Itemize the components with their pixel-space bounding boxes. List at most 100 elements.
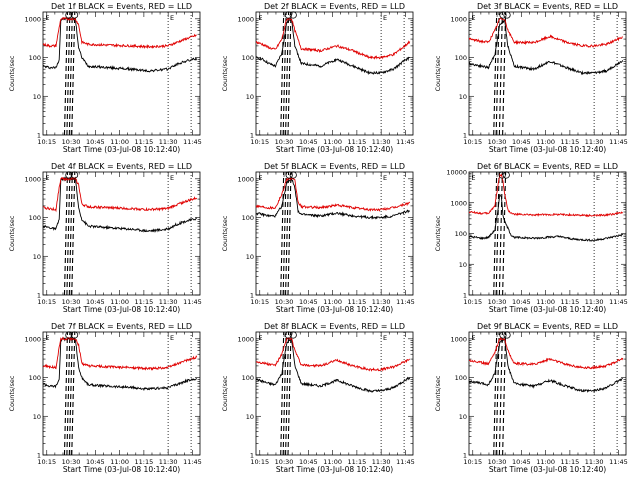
- x-tick-label: 11:15: [135, 458, 154, 466]
- chart-title: Det 3f BLACK = Events, RED = LLD: [477, 2, 618, 11]
- series-lld-line: [43, 16, 197, 50]
- x-tick-label: 10:30: [275, 138, 294, 146]
- series-events-line: [469, 193, 624, 242]
- chart-title: Det 8f BLACK = Events, RED = LLD: [264, 322, 405, 331]
- y-tick-label: 100: [455, 374, 467, 382]
- y-tick-label: 1000: [450, 199, 467, 207]
- dashed-flare-line: [495, 332, 500, 455]
- x-tick-label: 11:30: [585, 298, 604, 306]
- y-tick-label: 10: [33, 253, 41, 261]
- dashed-flare-line: [285, 332, 290, 455]
- y-tick-label: 1: [37, 292, 41, 300]
- dashed-flare-line: [285, 12, 290, 135]
- marker-letter: E: [471, 174, 475, 182]
- y-tick-label: 10000: [446, 169, 467, 177]
- flare-circle-marker: [284, 331, 292, 339]
- dashed-flare-line: [502, 172, 507, 295]
- detector-panel-4: 1 10 100 1000 10:15 10:30 10:45 11:00 11:15 11:30…: [0, 160, 213, 320]
- y-tick-label: 1: [463, 452, 467, 460]
- flare-circle-marker: [498, 171, 506, 179]
- y-tick-label: 1000: [450, 335, 467, 343]
- marker-letter: E: [471, 14, 475, 22]
- dashed-flare-line: [285, 172, 290, 295]
- marker-letter: E: [383, 14, 387, 22]
- y-axis-label: Counts/sec: [8, 55, 16, 91]
- plot-frame: [255, 171, 414, 296]
- chart-title: Det 2f BLACK = Events, RED = LLD: [264, 2, 405, 11]
- y-tick-label: 10: [33, 93, 41, 101]
- chart-title: Det 5f BLACK = Events, RED = LLD: [264, 162, 405, 171]
- detector-panel-7: 1 10 100 1000 10:15 10:30 10:45 11:00 11:15 11:30…: [0, 320, 213, 480]
- series-lld-line: [43, 176, 198, 213]
- y-axis-label: Counts/sec: [221, 55, 229, 91]
- y-tick-label: 1000: [24, 15, 41, 23]
- flare-circle-marker: [65, 171, 73, 179]
- flare-circle-marker: [289, 11, 297, 19]
- y-axis-label: Counts/sec: [434, 55, 442, 91]
- dashed-flare-line: [493, 332, 498, 455]
- y-tick-label: 100: [29, 374, 41, 382]
- x-axis-label: Start Time (03-Jul-08 10:12:40): [276, 465, 393, 474]
- chart-svg-4: 1 10 100 1000 10:15 10:30 10:45 11:00 11:15 11:30…: [8, 162, 202, 314]
- detector-panel-8: 1 10 100 1000 10:15 10:30 10:45 11:00 11:15 11:30…: [213, 320, 426, 480]
- series-lld-line: [43, 336, 198, 371]
- x-tick-label: 10:15: [37, 298, 56, 306]
- x-axis-label: Start Time (03-Jul-08 10:12:40): [489, 305, 606, 314]
- x-tick-label: 10:30: [275, 458, 294, 466]
- x-tick-label: 11:30: [159, 138, 178, 146]
- marker-letter: E: [258, 174, 262, 182]
- x-tick-label: 10:45: [512, 298, 531, 306]
- x-tick-label: 11:30: [159, 458, 178, 466]
- flare-circle-marker: [65, 11, 73, 19]
- series-events-line: [469, 19, 624, 76]
- x-tick-label: 11:45: [183, 458, 202, 466]
- x-tick-label: 10:45: [86, 138, 105, 146]
- plot-frame: [255, 11, 414, 136]
- x-tick-label: 11:45: [609, 298, 628, 306]
- marker-letter: E: [258, 14, 262, 22]
- x-tick-label: 11:45: [396, 298, 415, 306]
- y-tick-label: 1: [250, 452, 254, 460]
- y-tick-label: 1: [463, 292, 467, 300]
- dashed-flare-line: [68, 12, 73, 135]
- x-axis-label: Start Time (03-Jul-08 10:12:40): [276, 305, 393, 314]
- marker-letter: E: [596, 334, 600, 342]
- y-axis-label: Counts/sec: [8, 375, 16, 411]
- dashed-flare-line: [66, 12, 71, 135]
- chart-svg-8: 1 10 100 1000 10:15 10:30 10:45 11:00 11:15 11:30…: [221, 322, 415, 474]
- dashed-flare-line: [282, 12, 287, 135]
- x-tick-label: 10:30: [275, 298, 294, 306]
- dashed-flare-line: [498, 12, 503, 135]
- x-tick-label: 10:15: [463, 458, 482, 466]
- marker-letter: E: [383, 174, 387, 182]
- y-tick-label: 1000: [450, 15, 467, 23]
- x-tick-label: 11:45: [396, 458, 415, 466]
- dashed-flare-line: [287, 332, 292, 455]
- chart-svg-7: 1 10 100 1000 10:15 10:30 10:45 11:00 11:15 11:30…: [8, 322, 202, 474]
- flare-circle-marker: [284, 11, 292, 19]
- flare-circle-marker: [285, 171, 293, 179]
- detector-panel-3: 1 10 100 1000 10:15 10:30 10:45 11:00 11:15 11:30…: [426, 0, 639, 160]
- dashed-flare-line: [502, 332, 507, 455]
- flare-circle-marker: [289, 331, 297, 339]
- y-tick-label: 10: [459, 261, 467, 269]
- marker-letter: E: [45, 334, 49, 342]
- y-tick-label: 10: [246, 253, 254, 261]
- x-tick-label: 11:45: [183, 298, 202, 306]
- y-axis-label: Counts/sec: [434, 215, 442, 251]
- x-tick-label: 11:45: [396, 138, 415, 146]
- y-tick-label: 1: [37, 132, 41, 140]
- x-tick-label: 10:15: [463, 138, 482, 146]
- x-tick-label: 11:30: [372, 138, 391, 146]
- series-events-line: [43, 16, 198, 73]
- x-axis-label: Start Time (03-Jul-08 10:12:40): [276, 145, 393, 154]
- x-axis-label: Start Time (03-Jul-08 10:12:40): [63, 145, 180, 154]
- x-tick-label: 10:15: [37, 458, 56, 466]
- plot-frame: [255, 331, 414, 456]
- x-tick-label: 11:45: [183, 138, 202, 146]
- chart-title: Det 7f BLACK = Events, RED = LLD: [51, 322, 192, 331]
- series-events-line: [43, 176, 198, 233]
- x-tick-label: 11:00: [323, 298, 342, 306]
- x-axis-label: Start Time (03-Jul-08 10:12:40): [489, 145, 606, 154]
- chart-title: Det 6f BLACK = Events, RED = LLD: [477, 162, 618, 171]
